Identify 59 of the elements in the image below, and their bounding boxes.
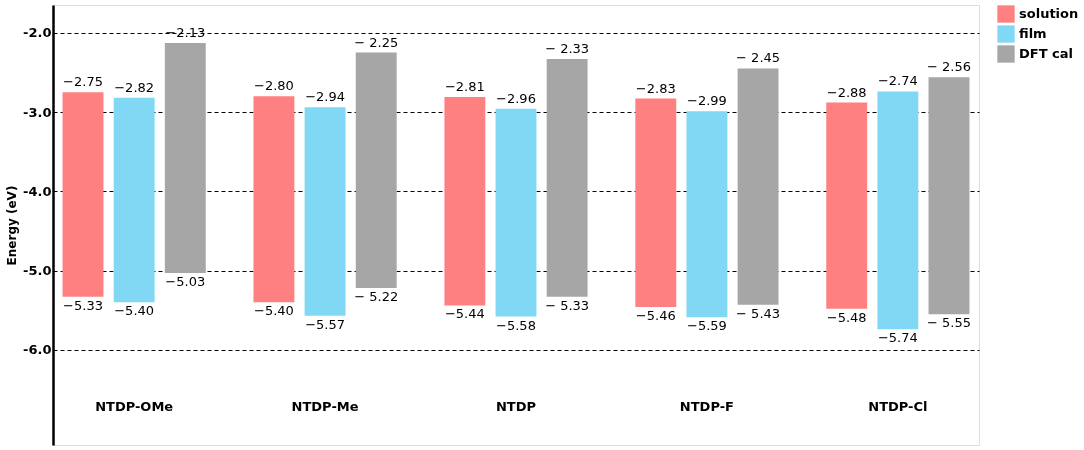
data-label: − 2.33 — [545, 40, 590, 56]
y-tick-label: -6.0 — [23, 342, 52, 358]
bar — [546, 58, 588, 297]
annotation: −5.59 — [687, 318, 727, 334]
data-label: − 2.56 — [927, 59, 971, 75]
x-tick-label: NTDP — [495, 398, 537, 414]
bar — [164, 43, 206, 273]
data-label: −2.88 — [826, 84, 867, 100]
annotation: −5.40 — [114, 303, 155, 319]
data-label: − 2.45 — [736, 50, 781, 66]
annotation: − 5.55 — [927, 315, 971, 331]
bar — [928, 77, 970, 315]
data-label: −2.83 — [635, 80, 676, 96]
bar — [62, 92, 104, 297]
bar — [495, 108, 537, 317]
data-label: −2.13 — [165, 25, 206, 41]
bar — [444, 96, 486, 306]
bar — [113, 97, 155, 303]
x-tick-label: NTDP-OMe — [95, 398, 174, 414]
bar — [686, 111, 728, 318]
data-label: −2.75 — [63, 74, 103, 90]
annotation: −5.74 — [877, 330, 918, 346]
annotation: −5.48 — [826, 309, 867, 325]
y-tick-label: -2.0 — [23, 25, 52, 41]
bar — [826, 102, 868, 309]
annotation: −5.57 — [305, 316, 345, 332]
y-tick-label: -3.0 — [23, 104, 52, 120]
data-label: −2.96 — [496, 90, 536, 106]
annotation: −5.46 — [635, 308, 676, 324]
annotation: −5.44 — [444, 306, 485, 322]
data-label: −2.81 — [444, 78, 485, 94]
bar — [253, 96, 295, 303]
annotation: −5.58 — [496, 317, 536, 333]
annotation: −5.33 — [63, 297, 103, 313]
annotation: −5.40 — [254, 303, 294, 319]
data-label: −2.82 — [114, 79, 155, 95]
y-tick-label: -5.0 — [23, 263, 52, 279]
data-label: −2.74 — [877, 73, 918, 89]
legend-label: film — [1019, 26, 1047, 41]
annotation: − 5.22 — [354, 289, 399, 305]
annotation: − 5.33 — [545, 297, 590, 313]
x-tick-label: NTDP-Me — [291, 398, 359, 414]
annotation: − 5.43 — [736, 305, 781, 321]
bar — [737, 68, 779, 305]
data-label: −2.99 — [687, 93, 727, 109]
legend-label: solution — [1019, 6, 1079, 21]
y-tick-label: -4.0 — [23, 183, 52, 199]
y-axis-title: Energy (eV) — [5, 185, 20, 266]
bar — [355, 52, 397, 289]
data-label: − 2.25 — [354, 34, 399, 50]
bar — [877, 91, 919, 330]
x-tick-label: NTDP-F — [679, 398, 734, 414]
data-label: −2.80 — [254, 78, 294, 94]
bar — [304, 107, 346, 316]
annotation: −5.03 — [165, 273, 206, 289]
bar — [635, 98, 677, 308]
x-tick-label: NTDP-Cl — [868, 398, 928, 414]
data-label: −2.94 — [305, 89, 345, 105]
legend-label: DFT cal — [1019, 46, 1073, 61]
